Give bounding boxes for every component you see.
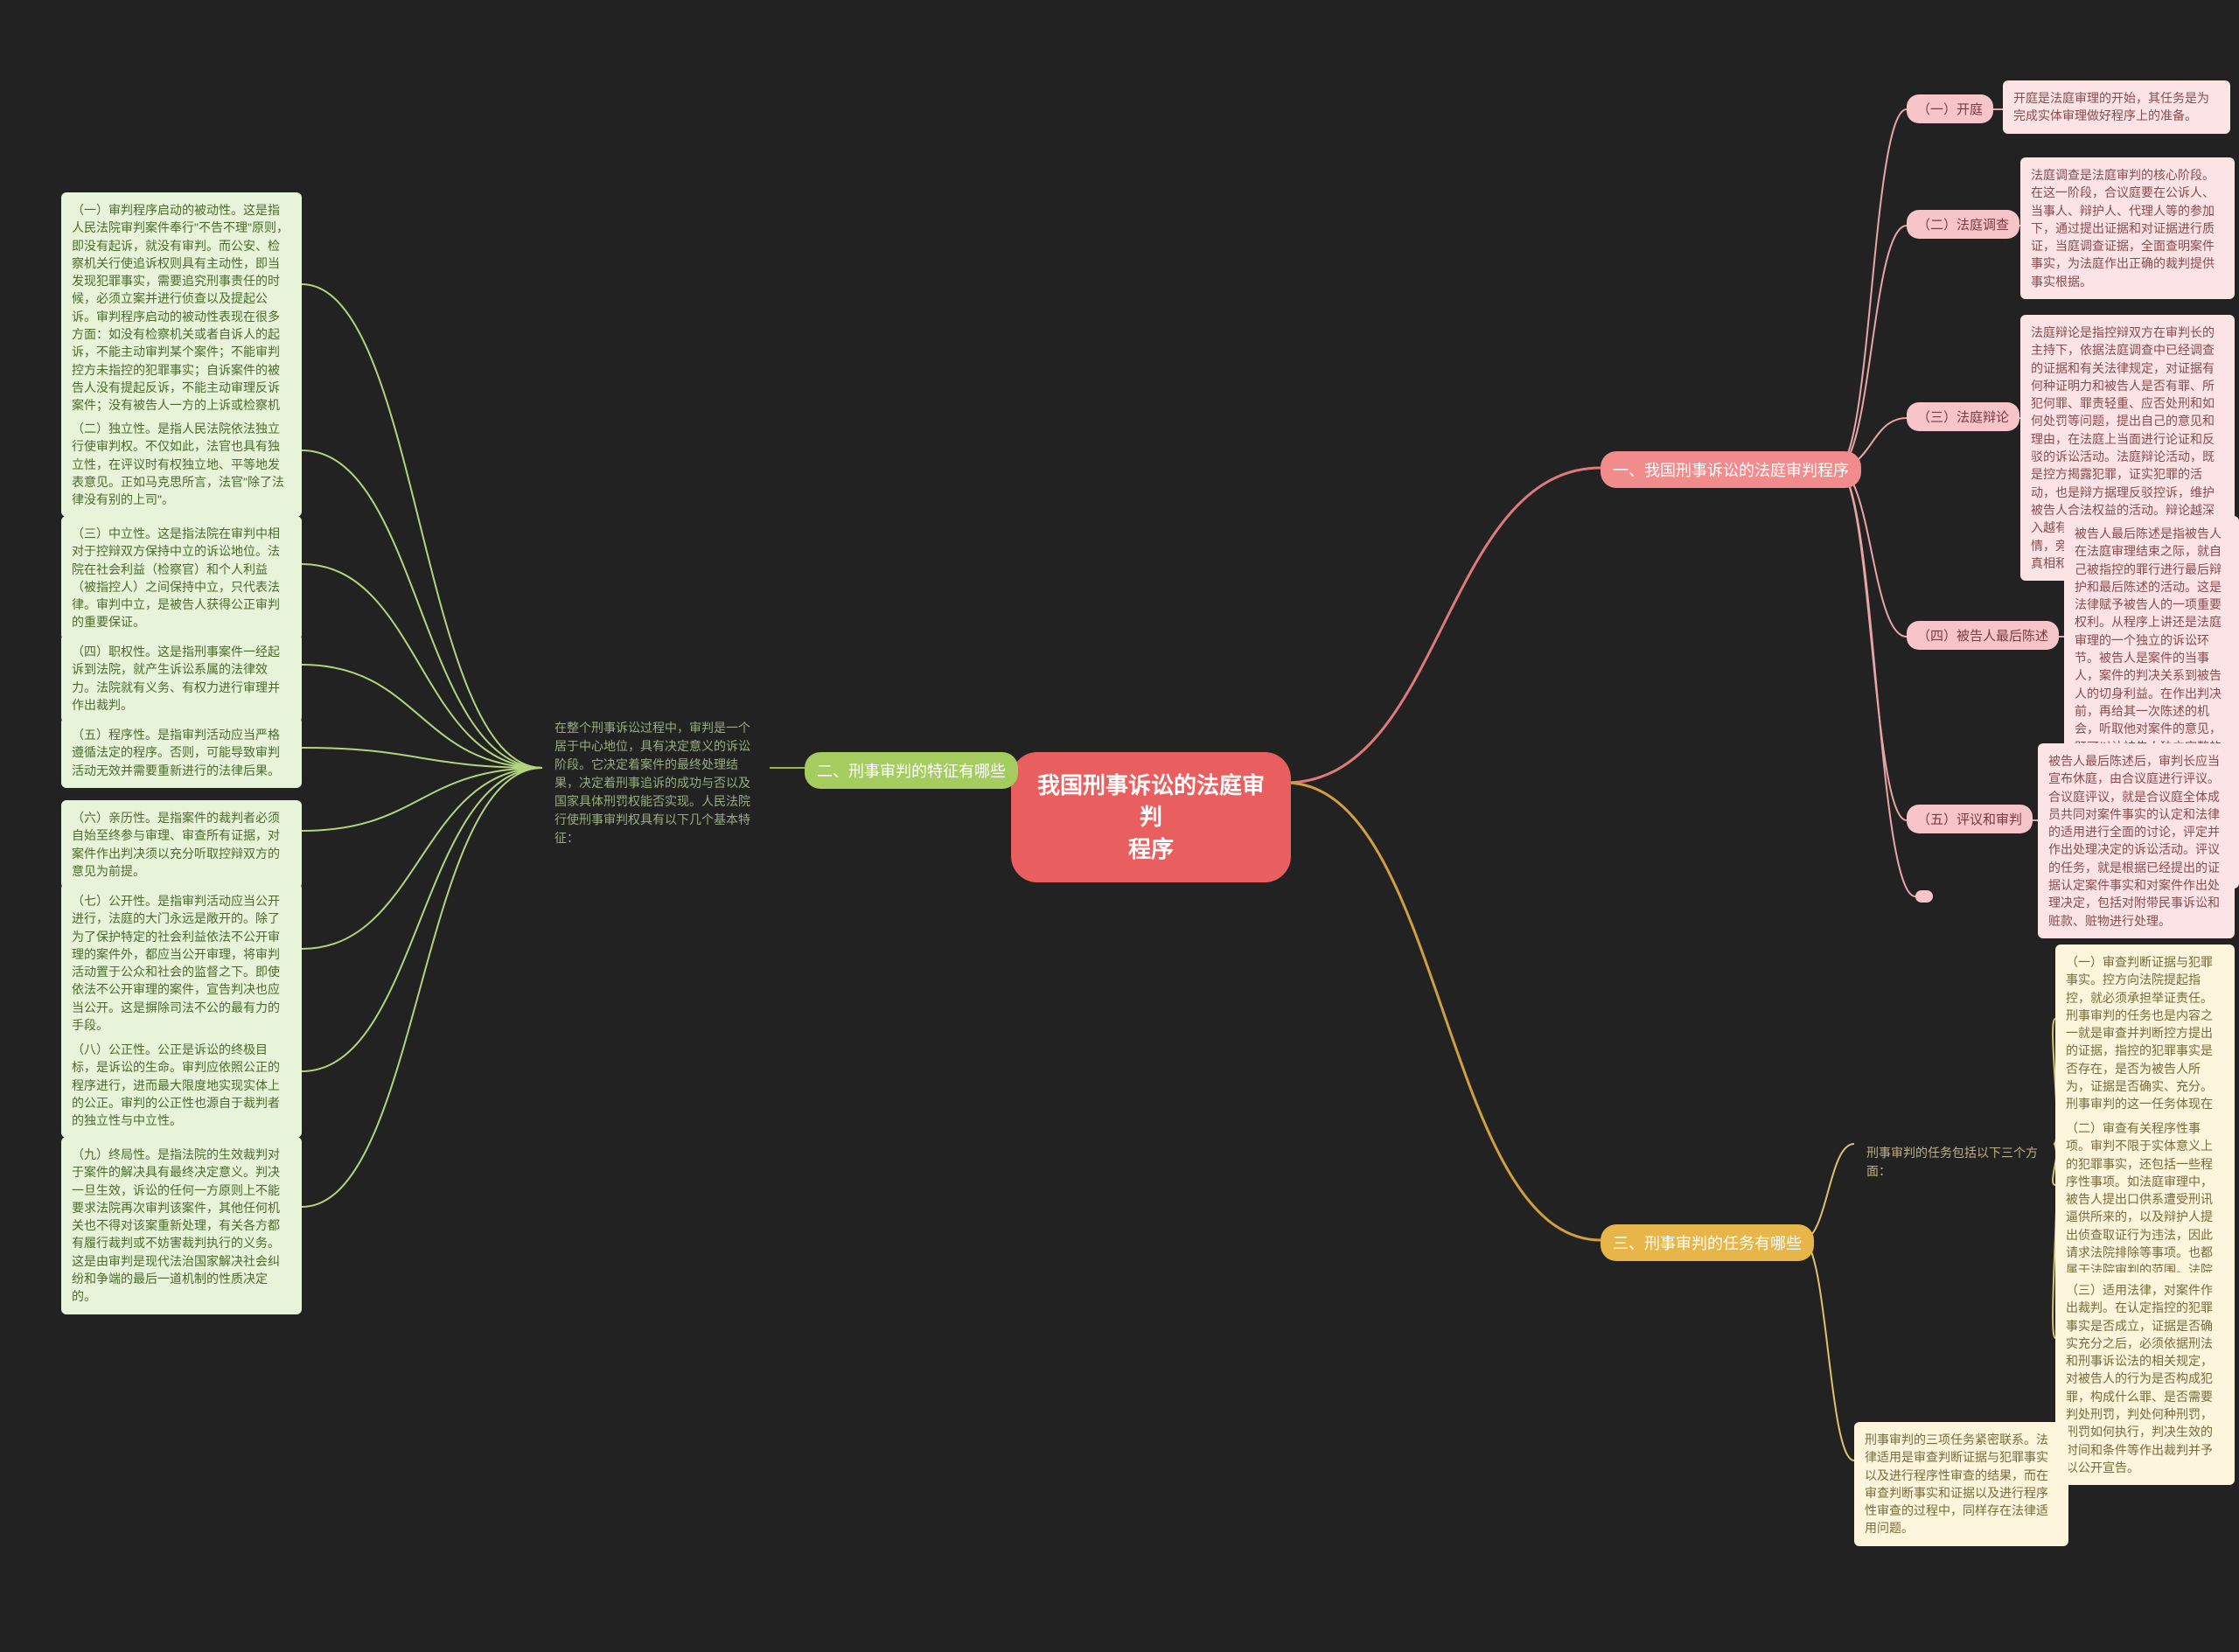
- center-node[interactable]: 我国刑事诉讼的法庭审判 程序: [1011, 752, 1291, 882]
- intro-text: 在整个刑事诉讼过程中，审判是一个居于中心地位，具有决定意义的诉讼阶段。它决定着案…: [542, 708, 770, 858]
- detail-box: 开庭是法庭审理的开始，其任务是为完成实体审理做好程序上的准备。: [2003, 80, 2230, 134]
- detail-box: （八）公正性。公正是诉讼的终极目标，是诉讼的生命。审判应依照公正的程序进行，进而…: [61, 1032, 302, 1138]
- detail-box: 被告人最后陈述后，审判长应当宣布休庭，由合议庭进行评议。合议庭评议，就是合议庭全…: [2038, 743, 2235, 938]
- detail-box: （四）职权性。这是指刑事案件一经起诉到法院，就产生诉讼系属的法律效力。法院就有义…: [61, 634, 302, 722]
- detail-box: （二）独立性。是指人民法院依法独立行使审判权。不仅如此，法官也具有独立性，在评议…: [61, 411, 302, 517]
- collapsed-node[interactable]: [1915, 890, 1933, 903]
- branch-node-3[interactable]: 三、刑事审判的任务有哪些: [1601, 1224, 1814, 1261]
- detail-box: （七）公开性。是指审判活动应当公开进行，法庭的大门永远是敞开的。除了为了保护特定…: [61, 883, 302, 1042]
- branch-node-2[interactable]: 二、刑事审判的特征有哪些: [805, 752, 1018, 789]
- detail-box: （九）终局性。是指法院的生效裁判对于案件的解决具有最终决定意义。判决一旦生效，诉…: [61, 1137, 302, 1314]
- detail-box: （六）亲历性。是指案件的裁判者必须自始至终参与审理、审查所有证据，对案件作出判决…: [61, 800, 302, 889]
- intro-text: 刑事审判的任务包括以下三个方面：: [1854, 1133, 2055, 1191]
- detail-box: 法庭调查是法庭审判的核心阶段。在这一阶段，合议庭要在公诉人、当事人、辩护人、代理…: [2020, 157, 2235, 299]
- branch-node-1[interactable]: 一、我国刑事诉讼的法庭审判程序: [1601, 451, 1861, 488]
- sub-node[interactable]: （四）被告人最后陈述: [1907, 621, 2059, 650]
- detail-box: （五）程序性。是指审判活动应当严格遵循法定的程序。否则，可能导致审判活动无效并需…: [61, 717, 302, 788]
- sub-node[interactable]: （一）开庭: [1907, 94, 1993, 123]
- detail-box: （三）适用法律，对案件作出裁判。在认定指控的犯罪事实是否成立，证据是否确实充分之…: [2055, 1272, 2235, 1485]
- sub-node[interactable]: （三）法庭辩论: [1907, 402, 2019, 431]
- detail-box: （三）中立性。这是指法院在审判中相对于控辩双方保持中立的诉讼地位。法院在社会利益…: [61, 516, 302, 640]
- detail-box: 刑事审判的三项任务紧密联系。法律适用是审查判断证据与犯罪事实以及进行程序性审查的…: [1854, 1422, 2068, 1546]
- sub-node[interactable]: （二）法庭调查: [1907, 210, 2019, 239]
- sub-node[interactable]: （五）评议和审判: [1907, 805, 2033, 833]
